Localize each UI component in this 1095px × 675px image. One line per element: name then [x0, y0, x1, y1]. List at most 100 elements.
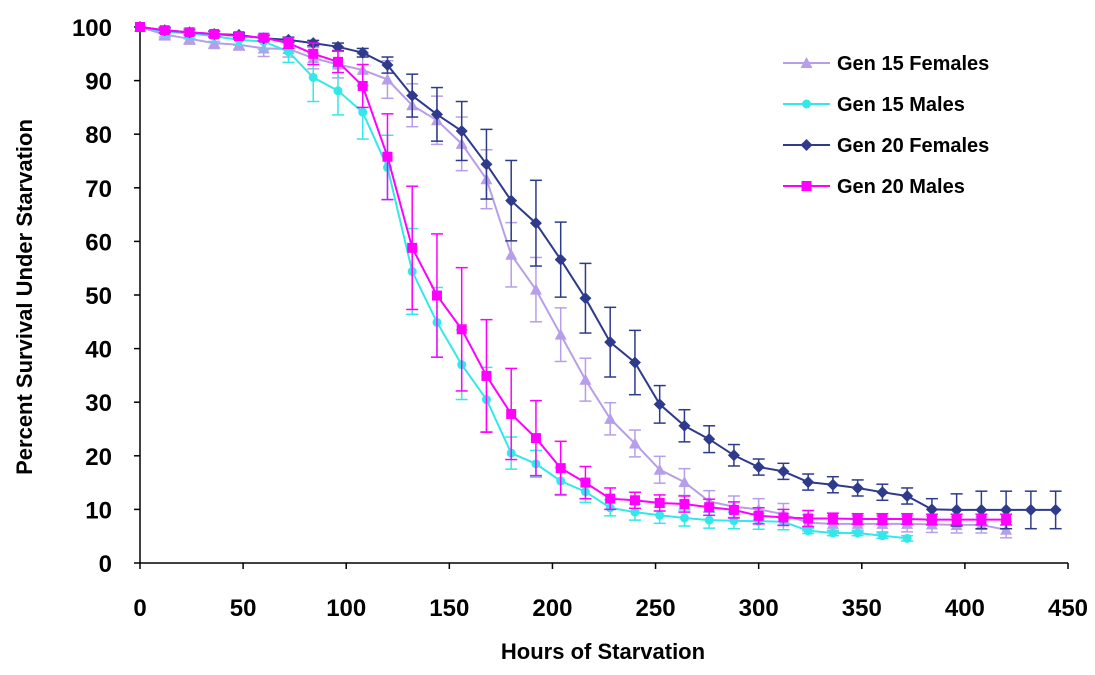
data-point — [159, 25, 170, 36]
y-tick-label: 50 — [85, 283, 112, 310]
data-point — [853, 528, 863, 538]
y-tick-label: 10 — [85, 497, 112, 524]
data-point — [877, 514, 888, 525]
data-point — [728, 504, 739, 515]
data-point — [976, 514, 987, 525]
x-tick-label: 350 — [842, 595, 882, 622]
data-point — [655, 510, 665, 520]
data-point — [951, 514, 962, 525]
data-point — [308, 72, 318, 82]
x-tick-label: 250 — [636, 595, 676, 622]
y-tick-label: 0 — [99, 551, 112, 578]
data-point — [233, 31, 244, 42]
y-tick-label: 20 — [85, 444, 112, 471]
data-point — [703, 433, 716, 446]
data-point — [704, 502, 715, 513]
data-point — [778, 512, 789, 523]
legend-label: Gen 15 Males — [837, 94, 965, 116]
data-point — [802, 476, 815, 489]
data-point — [382, 151, 393, 162]
data-point — [481, 370, 492, 381]
x-tick-label: 0 — [133, 595, 146, 622]
data-point — [258, 32, 269, 43]
data-point — [505, 248, 518, 260]
data-point — [407, 242, 418, 253]
data-point — [950, 503, 963, 516]
data-point — [877, 531, 887, 541]
data-point — [381, 59, 394, 72]
data-point — [358, 107, 368, 117]
x-tick-label: 200 — [532, 595, 572, 622]
data-point — [579, 373, 592, 385]
data-point — [777, 465, 790, 478]
data-point — [827, 513, 838, 524]
data-point — [505, 194, 518, 207]
data-point — [876, 486, 889, 499]
data-point — [628, 356, 641, 369]
data-point — [554, 253, 567, 266]
data-point — [333, 86, 343, 96]
data-point — [208, 37, 221, 49]
data-point — [554, 328, 567, 340]
data-point — [406, 89, 419, 102]
data-point — [828, 528, 838, 538]
data-point — [1049, 503, 1062, 516]
data-point — [529, 217, 542, 230]
data-point — [331, 40, 344, 53]
y-tick-label: 80 — [85, 122, 112, 149]
series-group — [134, 21, 1062, 543]
data-point — [925, 503, 938, 516]
data-point — [678, 476, 691, 488]
legend-marker — [800, 57, 813, 68]
y-tick-label: 30 — [85, 390, 112, 417]
legend-label: Gen 15 Females — [837, 53, 989, 75]
data-point — [852, 514, 863, 525]
x-axis-title: Hours of Starvation — [501, 639, 705, 664]
tick-labels: 0 10 20 30 40 50 60 70 80 90 100 0 50 100 150 200 250 300… — [72, 15, 1088, 622]
y-axis-title: Percent Survival Under Starvation — [12, 119, 37, 475]
data-point — [209, 28, 220, 39]
data-point — [283, 47, 293, 57]
data-point — [356, 46, 369, 59]
series-gen-15-males — [135, 22, 914, 543]
data-point — [529, 283, 542, 295]
series-gen-20-males — [135, 22, 1013, 528]
data-point — [678, 419, 691, 432]
data-point — [727, 449, 740, 462]
data-point — [579, 292, 592, 305]
x-tick-label: 50 — [230, 595, 257, 622]
data-point — [431, 290, 442, 301]
x-tick-label: 300 — [739, 595, 779, 622]
data-point — [1024, 503, 1037, 516]
data-point — [826, 478, 839, 491]
x-tick-label: 450 — [1048, 595, 1088, 622]
x-tick-label: 400 — [945, 595, 985, 622]
y-tick-label: 90 — [85, 69, 112, 96]
data-point — [357, 80, 368, 91]
data-point — [184, 27, 195, 38]
data-point — [975, 503, 988, 516]
data-point — [605, 493, 616, 504]
data-point — [604, 412, 617, 424]
data-point — [679, 499, 690, 510]
data-point — [506, 408, 517, 419]
data-point — [902, 514, 913, 525]
data-point — [803, 526, 813, 536]
data-point — [1001, 514, 1012, 525]
y-tick-label: 60 — [85, 229, 112, 256]
data-point — [628, 437, 641, 449]
data-point — [654, 497, 665, 508]
data-point — [135, 22, 145, 32]
data-point — [555, 463, 566, 474]
legend-item: Gen 15 Females — [783, 53, 989, 75]
data-point — [308, 48, 319, 59]
data-point — [803, 513, 814, 524]
data-point — [902, 533, 912, 543]
legend-item: Gen 15 Males — [783, 94, 965, 116]
legend-item: Gen 20 Females — [783, 135, 989, 157]
y-tick-label: 100 — [72, 15, 112, 42]
data-point — [455, 124, 468, 137]
data-point — [530, 433, 541, 444]
